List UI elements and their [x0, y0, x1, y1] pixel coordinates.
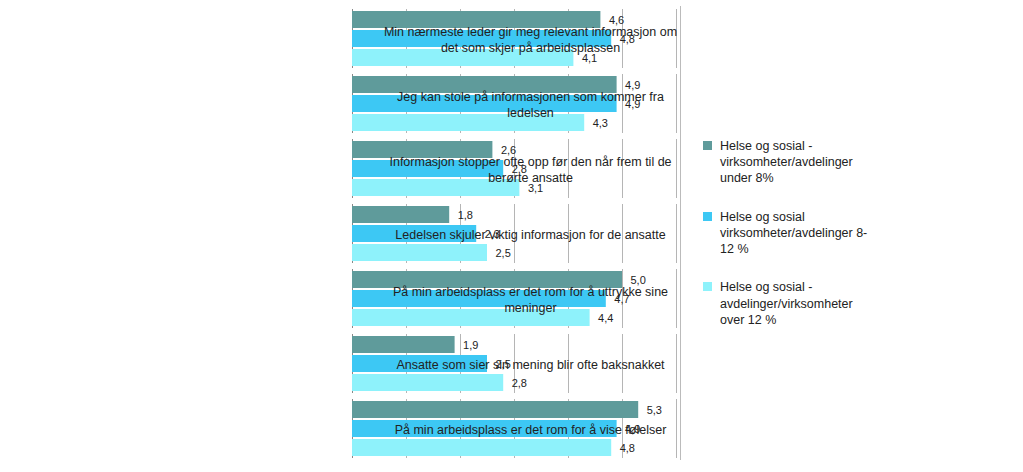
svg-text:3,1: 3,1 [527, 181, 544, 194]
svg-text:På min arbeidsplass er det rom: På min arbeidsplass er det rom for å utt… [393, 285, 668, 315]
svg-text:Ansatte som sier sin mening bl: Ansatte som sier sin mening blir ofte ba… [396, 358, 665, 372]
svg-text:1,8: 1,8 [458, 209, 473, 221]
svg-text:2,8: 2,8 [512, 377, 527, 389]
svg-text:2,5: 2,5 [496, 247, 511, 259]
html-text:Helse og sosial - virksomheter: Helse og sosial - virksomheter/avdelinge… [720, 138, 853, 186]
svg-text:Ledelsen skjuler viktig inform: Ledelsen skjuler viktig informasjon for … [395, 228, 665, 242]
svg-text:4,9: 4,9 [625, 79, 640, 91]
svg-text:5,3: 5,3 [647, 404, 662, 416]
svg-text:4,4: 4,4 [598, 312, 613, 324]
svg-text:Informasjon stopper ofte opp f: Informasjon stopper ofte opp før den når… [389, 155, 671, 185]
svg-text:På min arbeidsplass er det rom: På min arbeidsplass er det rom for å vis… [395, 423, 667, 437]
html-text:Helse og sosial virksomheter/a: Helse og sosial virksomheter/avdelinger … [720, 209, 868, 257]
svg-text:4,1: 4,1 [581, 51, 598, 64]
svg-text:2,6: 2,6 [501, 144, 516, 156]
html-text:Helse og sosial - avdelinger/v: Helse og sosial - avdelinger/virksomhete… [720, 280, 853, 327]
svg-text:4,6: 4,6 [609, 14, 624, 26]
svg-text:5,0: 5,0 [631, 274, 646, 286]
svg-text:1,9: 1,9 [463, 339, 478, 351]
svg-text:4,8: 4,8 [620, 442, 635, 454]
svg-text:Min nærmeste leder gir meg rel: Min nærmeste leder gir meg relevant info… [384, 25, 677, 55]
svg-text:Jeg kan stole på informasjonen: Jeg kan stole på informasjonen som komme… [397, 90, 664, 120]
svg-text:4,3: 4,3 [593, 117, 608, 129]
